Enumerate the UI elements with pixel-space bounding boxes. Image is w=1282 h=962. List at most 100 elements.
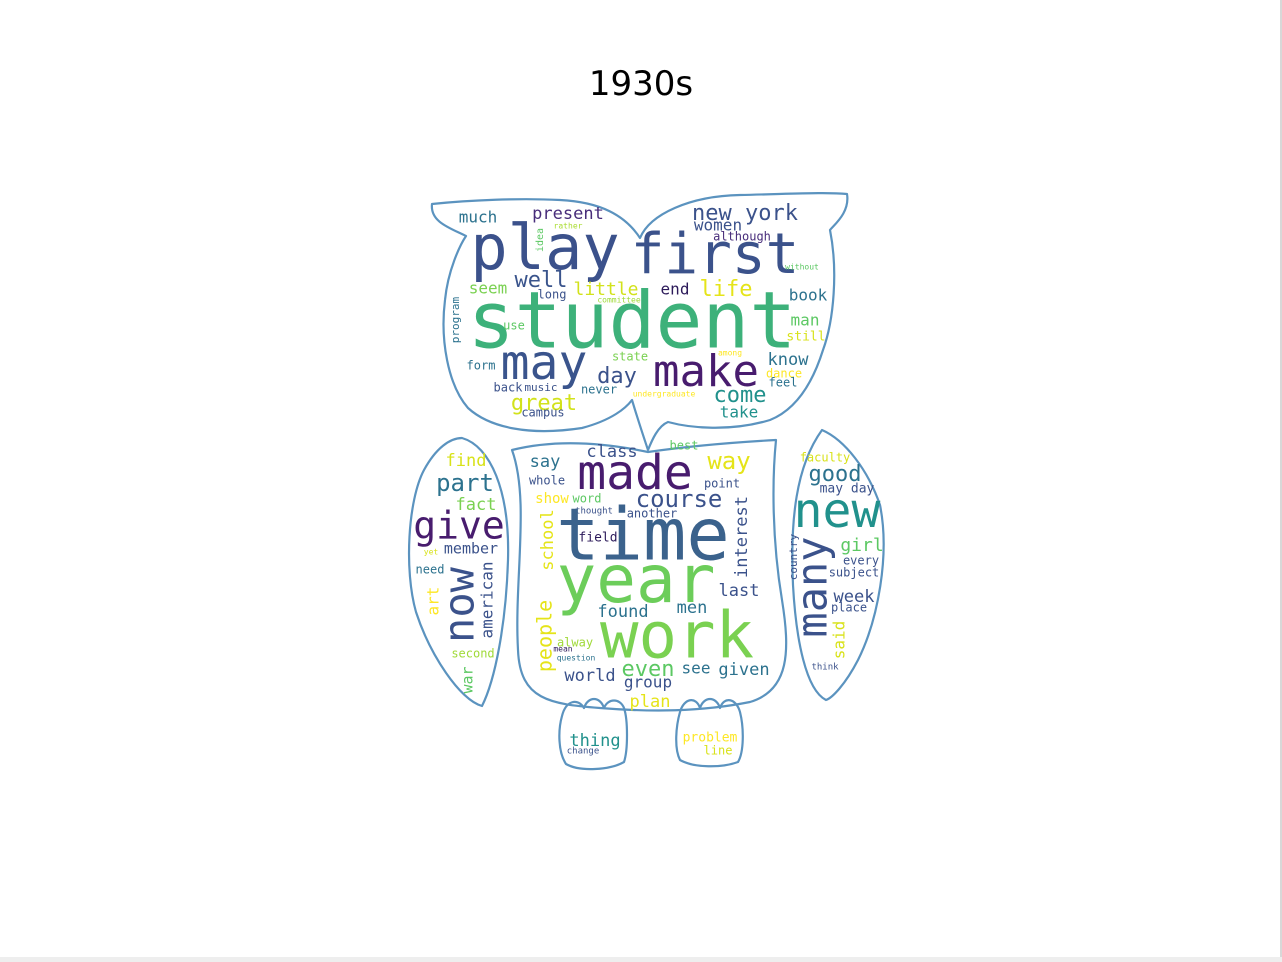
word-fact: fact xyxy=(456,495,497,515)
word-given: given xyxy=(718,660,769,680)
word-word: word xyxy=(573,492,602,506)
word-life: life xyxy=(700,277,753,302)
word-idea: idea xyxy=(535,228,546,252)
word-problem: problem xyxy=(683,731,738,746)
word-dance: dance xyxy=(766,367,802,381)
word-play: play xyxy=(470,211,619,284)
owl-head-outline xyxy=(430,192,849,452)
word-know: know xyxy=(768,350,810,370)
word-state: state xyxy=(612,350,648,364)
word-use: use xyxy=(503,319,525,333)
word-whole: whole xyxy=(529,474,565,488)
word-class: class xyxy=(586,442,637,462)
word-way: way xyxy=(707,447,750,475)
word-great: great xyxy=(511,391,577,416)
owl-left-foot-outline xyxy=(558,697,629,771)
word-girl: girl xyxy=(840,535,883,556)
word-every: every xyxy=(843,554,879,568)
word-form: form xyxy=(467,359,496,373)
word-long: long xyxy=(538,288,567,302)
word-women: women xyxy=(694,216,742,235)
word-place: place xyxy=(831,601,867,615)
word-well: well xyxy=(515,268,568,293)
word-never: never xyxy=(581,383,617,397)
word-say: say xyxy=(530,452,561,472)
word-said: said xyxy=(830,621,849,660)
word-week: week xyxy=(834,587,875,607)
word-back: back xyxy=(494,381,524,395)
word-many: many xyxy=(788,536,837,637)
word-field: field xyxy=(578,531,617,546)
owl-body-outline xyxy=(510,438,788,712)
word-plan: plan xyxy=(630,692,671,712)
word-need: need xyxy=(416,563,445,577)
word-thing: thing xyxy=(569,731,620,751)
word-art: art xyxy=(424,587,443,616)
word-come: come xyxy=(714,383,767,408)
word-line: line xyxy=(704,744,733,758)
word-make: make xyxy=(653,346,759,397)
word-first: first xyxy=(631,222,800,287)
word-may-day: may day xyxy=(820,482,875,497)
word-interest: interest xyxy=(732,496,752,578)
word-course: course xyxy=(636,485,723,513)
word-work: work xyxy=(600,600,754,674)
word-good: good xyxy=(809,462,862,487)
word-now: now xyxy=(435,566,484,643)
word-man: man xyxy=(791,311,820,330)
word-may: may xyxy=(501,335,588,391)
word-see: see xyxy=(682,659,711,678)
owl-outline xyxy=(407,192,885,771)
word-thought: thought xyxy=(575,507,613,517)
word-time: time xyxy=(556,493,729,577)
word-little: little xyxy=(573,279,638,300)
word-yet: yet xyxy=(424,548,439,557)
word-rather: rather xyxy=(554,222,583,231)
word-book: book xyxy=(789,286,828,305)
word-country: country xyxy=(787,533,800,580)
word-second: second xyxy=(451,647,494,661)
word-mean: mean xyxy=(553,645,572,654)
word-take: take xyxy=(720,403,759,422)
word-last: last xyxy=(719,581,760,601)
word-present: present xyxy=(532,204,604,224)
word-give: give xyxy=(413,504,505,548)
word-part: part xyxy=(436,469,494,497)
word-faculty: faculty xyxy=(800,451,851,465)
word-school: school xyxy=(538,509,558,570)
word-much: much xyxy=(459,208,498,227)
word-feel: feel xyxy=(769,376,798,390)
word-new-york: new york xyxy=(692,201,798,226)
word-alway: alway xyxy=(557,636,593,650)
chart-title: 1930s xyxy=(588,64,694,104)
word-found: found xyxy=(597,602,648,622)
word-without: without xyxy=(785,263,819,272)
word-point: point xyxy=(704,477,740,491)
word-new: new xyxy=(794,483,881,539)
word-american: american xyxy=(478,561,497,638)
word-seem: seem xyxy=(469,279,508,298)
word-change: change xyxy=(567,747,600,757)
word-war: war xyxy=(459,666,477,693)
word-although: although xyxy=(713,230,771,244)
word-men: men xyxy=(677,598,708,618)
window-right-edge xyxy=(1280,0,1282,957)
word-among: among xyxy=(718,349,742,358)
word-think: think xyxy=(811,663,839,673)
word-music: music xyxy=(524,381,557,394)
word-world: world xyxy=(564,666,615,686)
word-program: program xyxy=(449,296,462,343)
word-undergraduate: undergraduate xyxy=(633,390,696,399)
word-made: made xyxy=(577,445,693,501)
word-day: day xyxy=(597,364,637,389)
window-bottom-edge xyxy=(0,957,1282,962)
word-group: group xyxy=(624,673,672,692)
word-subject: subject xyxy=(829,566,880,580)
word-people: people xyxy=(533,600,557,672)
owl-right-foot-outline xyxy=(675,697,744,768)
word-member: member xyxy=(444,540,498,558)
word-even: even xyxy=(622,657,675,682)
word-campus: campus xyxy=(521,406,564,420)
